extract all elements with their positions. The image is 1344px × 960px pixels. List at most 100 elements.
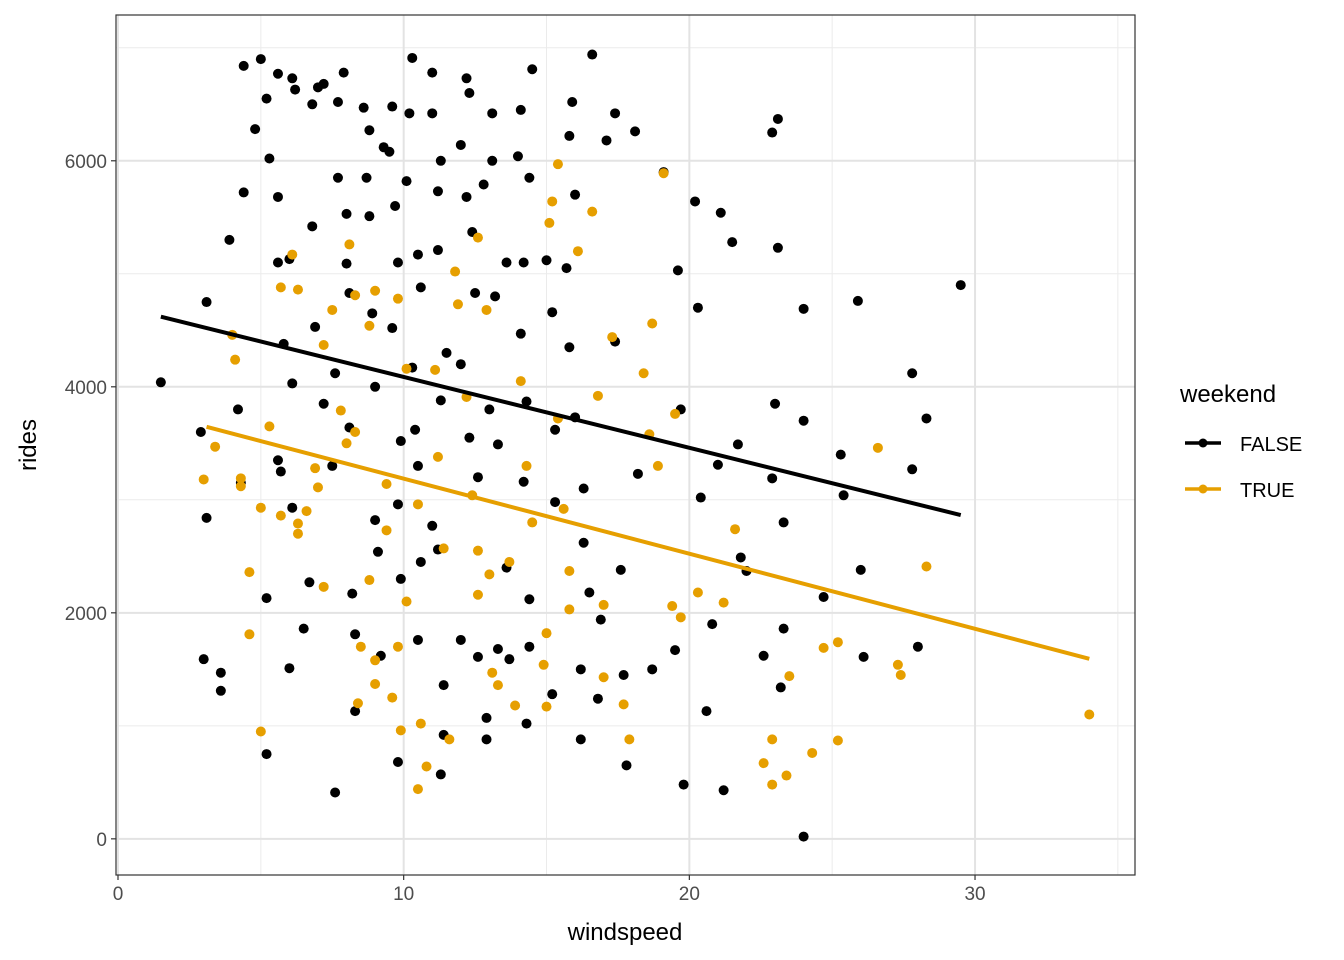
data-point-false — [427, 520, 438, 531]
data-point-false — [404, 108, 415, 119]
data-point-true — [781, 770, 792, 781]
data-point-false — [438, 680, 449, 691]
legend-title: weekend — [1179, 381, 1276, 408]
data-point-false — [515, 104, 526, 115]
data-point-false — [341, 258, 352, 269]
data-point-true — [767, 779, 778, 790]
data-point-false — [155, 377, 166, 388]
data-point-true — [510, 700, 521, 711]
data-point-false — [695, 492, 706, 503]
data-point-false — [578, 483, 589, 494]
data-point-false — [490, 291, 501, 302]
data-point-false — [287, 502, 298, 513]
data-point-true — [692, 587, 703, 598]
data-point-true — [392, 293, 403, 304]
data-point-true — [444, 734, 455, 745]
data-point-true — [564, 566, 575, 577]
data-point-false — [472, 651, 483, 662]
data-point-false — [818, 591, 829, 602]
data-point-false — [310, 321, 321, 332]
data-point-true — [335, 405, 346, 416]
data-point-false — [435, 155, 446, 166]
data-point-true — [527, 517, 538, 528]
data-point-false — [201, 297, 212, 308]
data-point-false — [550, 497, 561, 508]
data-point-false — [521, 396, 532, 407]
data-point-false — [515, 328, 526, 339]
data-point-false — [461, 73, 472, 84]
data-point-false — [470, 288, 481, 299]
data-point-false — [272, 257, 283, 268]
data-point-false — [330, 368, 341, 379]
data-point-false — [732, 439, 743, 450]
data-point-true — [364, 320, 375, 331]
data-point-false — [630, 126, 641, 137]
data-point-true — [515, 376, 526, 387]
data-point-true — [892, 659, 903, 670]
data-point-true — [395, 725, 406, 736]
data-point-false — [395, 573, 406, 584]
data-point-true — [818, 642, 829, 653]
data-point-true — [521, 460, 532, 471]
data-point-false — [712, 459, 723, 470]
data-point-false — [412, 249, 423, 260]
data-point-false — [384, 146, 395, 157]
data-point-false — [524, 172, 535, 183]
data-point-true — [401, 596, 412, 607]
data-point-true — [487, 667, 498, 678]
data-point-false — [852, 295, 863, 306]
data-point-true — [310, 463, 321, 474]
data-point-true — [401, 363, 412, 374]
data-point-false — [347, 588, 358, 599]
data-point-false — [478, 179, 489, 190]
data-point-true — [658, 168, 669, 179]
data-point-true — [618, 699, 629, 710]
data-point-false — [361, 172, 372, 183]
data-point-false — [330, 787, 341, 798]
data-point-false — [692, 302, 703, 313]
data-point-false — [215, 685, 226, 696]
data-point-false — [647, 664, 658, 675]
data-point-true — [350, 290, 361, 301]
data-point-true — [872, 442, 883, 453]
data-point-false — [492, 439, 503, 450]
x-axis-label: windspeed — [567, 919, 683, 946]
data-point-false — [632, 468, 643, 479]
data-point-false — [427, 108, 438, 119]
data-point-false — [415, 556, 426, 567]
data-point-false — [461, 191, 472, 202]
data-point-false — [855, 564, 866, 575]
data-point-true — [432, 451, 443, 462]
data-point-false — [912, 641, 923, 652]
data-point-false — [255, 54, 266, 65]
data-point-false — [275, 466, 286, 477]
data-point-false — [387, 323, 398, 334]
data-point-false — [838, 490, 849, 501]
data-point-true — [598, 672, 609, 683]
data-point-true — [624, 734, 635, 745]
data-point-false — [392, 499, 403, 510]
data-point-false — [341, 208, 352, 219]
data-point-false — [835, 449, 846, 460]
data-point-false — [224, 234, 235, 245]
data-point-false — [907, 368, 918, 379]
data-point-false — [327, 460, 338, 471]
data-point-false — [358, 102, 369, 113]
data-point-false — [481, 734, 492, 745]
data-point-true — [255, 726, 266, 737]
data-point-false — [261, 93, 272, 104]
data-point-false — [584, 587, 595, 598]
data-point-true — [450, 266, 461, 277]
data-point-false — [307, 221, 318, 232]
data-point-false — [778, 517, 789, 528]
x-tick-label: 20 — [679, 884, 700, 905]
data-point-false — [541, 255, 552, 266]
data-point-false — [907, 464, 918, 475]
data-point-false — [550, 424, 561, 435]
data-point-false — [524, 641, 535, 652]
data-point-true — [832, 637, 843, 648]
data-point-false — [272, 455, 283, 466]
data-point-true — [758, 758, 769, 769]
data-point-true — [210, 441, 221, 452]
legend-item-true: TRUE — [1185, 480, 1294, 502]
